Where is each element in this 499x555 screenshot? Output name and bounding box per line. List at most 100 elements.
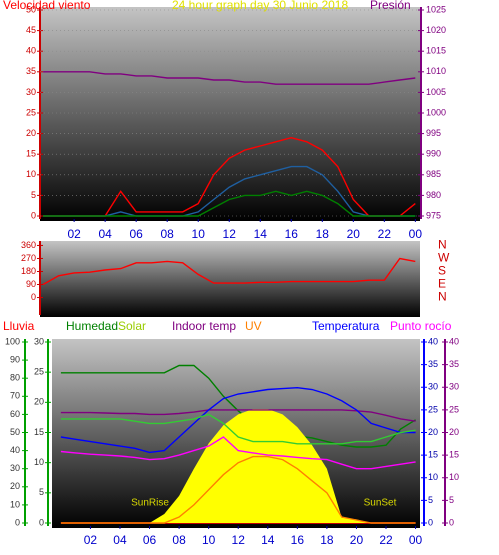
- line: [60, 386, 416, 454]
- line: [60, 364, 416, 448]
- x-tick-label: 22: [379, 533, 393, 547]
- x-tick-label: 14: [261, 533, 275, 547]
- y-tick-label: 25: [428, 404, 438, 414]
- y-tick-label: 25: [34, 367, 44, 377]
- y-tick-label: 35: [428, 359, 438, 369]
- y-tick-label: 45: [26, 25, 36, 35]
- y-axis-title: Velocidad viento: [3, 0, 91, 12]
- plot-area: [40, 7, 420, 221]
- y-tick-label: 1015: [426, 46, 446, 56]
- y-tick-label: 40: [10, 445, 20, 455]
- y-tick-label: 0: [31, 292, 36, 302]
- y-tick-label: 20: [10, 481, 20, 491]
- y-tick-label: 10: [26, 169, 36, 179]
- line: [60, 436, 416, 470]
- y-tick-label: 15: [34, 427, 44, 437]
- y-tick-label: 25: [449, 404, 459, 414]
- y-tick-label: 360: [21, 240, 36, 250]
- y-tick-label: 10: [449, 472, 459, 482]
- legend-entry: Solar: [118, 319, 146, 333]
- annotation: SunRise: [131, 498, 169, 509]
- x-tick-label: 22: [378, 227, 392, 241]
- y-tick-label: 5: [39, 487, 44, 497]
- y-tick-label: 0: [15, 517, 20, 527]
- area: [60, 409, 416, 523]
- y-tick-label: N: [438, 238, 447, 252]
- y-tick-label: 0: [449, 517, 454, 527]
- x-tick-label: 14: [254, 227, 268, 241]
- x-tick-label: 16: [285, 227, 299, 241]
- y-tick-label: 40: [26, 46, 36, 56]
- legend-entry: Humedad: [66, 319, 118, 333]
- y-tick-label: 15: [449, 450, 459, 460]
- y-tick-label: 10: [428, 472, 438, 482]
- y-tick-label: 0: [39, 517, 44, 527]
- y-tick-label: 60: [10, 409, 20, 419]
- legend-entry: Punto rocío: [390, 319, 452, 333]
- x-tick-label: 00: [409, 227, 423, 241]
- x-tick-label: 12: [223, 227, 237, 241]
- x-tick-label: 08: [161, 227, 175, 241]
- y-tick-label: 30: [34, 336, 44, 346]
- legend-entry: Lluvia: [3, 319, 35, 333]
- y-tick-label: 20: [428, 427, 438, 437]
- x-tick-label: 10: [202, 533, 216, 547]
- y-tick-label: 15: [428, 450, 438, 460]
- legend-entry: Indoor temp: [172, 319, 236, 333]
- y-tick-label: 90: [10, 354, 20, 364]
- y-tick-label: 5: [31, 190, 36, 200]
- y-tick-label: 25: [26, 107, 36, 117]
- y-tick-label: 40: [428, 336, 438, 346]
- y-tick-label: 35: [26, 66, 36, 76]
- y-tick-label: 1010: [426, 66, 446, 76]
- line: [60, 455, 416, 524]
- y-tick-label: 980: [426, 190, 441, 200]
- y-tick-label: 180: [21, 266, 36, 276]
- y-tick-label: 30: [449, 382, 459, 392]
- x-tick-label: 12: [232, 533, 246, 547]
- x-tick-label: 18: [320, 533, 334, 547]
- y-tick-label: 35: [449, 359, 459, 369]
- y-tick-label: N: [438, 290, 447, 304]
- x-tick-label: 16: [291, 533, 305, 547]
- y-tick-label: 10: [10, 499, 20, 509]
- line: [43, 190, 416, 217]
- line: [42, 257, 416, 286]
- x-tick-label: 02: [84, 533, 98, 547]
- x-tick-label: 00: [409, 533, 423, 547]
- x-tick-label: 06: [143, 533, 157, 547]
- y-tick-label: 990: [426, 149, 441, 159]
- y-tick-label: 70: [10, 391, 20, 401]
- line: [43, 71, 416, 85]
- y-tick-label: 995: [426, 128, 441, 138]
- y-tick-label: 5: [449, 495, 454, 505]
- y-tick-label: 975: [426, 210, 441, 220]
- y-tick-label: 1000: [426, 107, 446, 117]
- y2-axis-title: Presión: [370, 0, 411, 12]
- y-tick-label: 80: [10, 373, 20, 383]
- y-tick-label: 30: [26, 87, 36, 97]
- y-tick-label: S: [438, 264, 446, 278]
- y-tick-label: 1005: [426, 87, 446, 97]
- y-tick-label: 50: [10, 427, 20, 437]
- y-tick-label: 15: [26, 149, 36, 159]
- y-tick-label: 90: [26, 279, 36, 289]
- x-tick-label: 04: [113, 533, 127, 547]
- x-tick-label: 04: [98, 227, 112, 241]
- y-tick-label: 1025: [426, 4, 446, 14]
- y-tick-label: 100: [5, 336, 20, 346]
- y-tick-label: 5: [428, 495, 433, 505]
- x-tick-label: 20: [350, 533, 364, 547]
- annotation: SunSet: [364, 498, 397, 509]
- x-tick-label: 18: [316, 227, 330, 241]
- y-tick-label: 1020: [426, 25, 446, 35]
- y-tick-label: 30: [10, 463, 20, 473]
- y-tick-label: 20: [34, 397, 44, 407]
- x-tick-label: 20: [347, 227, 361, 241]
- legend-entry: Temperatura: [312, 319, 380, 333]
- y-tick-label: 20: [449, 427, 459, 437]
- y-tick-label: 10: [34, 457, 44, 467]
- x-tick-label: 02: [67, 227, 81, 241]
- y-tick-label: E: [438, 277, 446, 291]
